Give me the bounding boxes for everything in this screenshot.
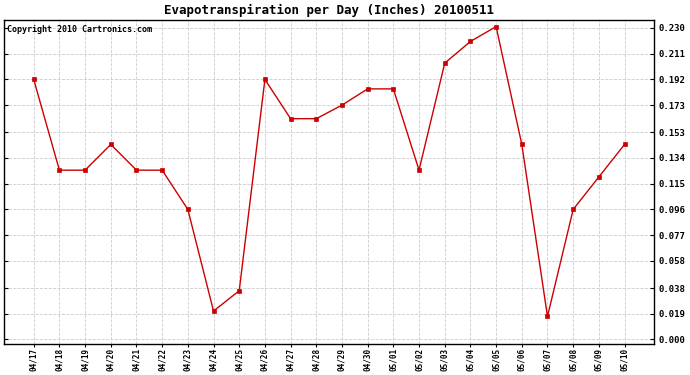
Text: Copyright 2010 Cartronics.com: Copyright 2010 Cartronics.com <box>8 25 152 34</box>
Title: Evapotranspiration per Day (Inches) 20100511: Evapotranspiration per Day (Inches) 2010… <box>164 4 494 17</box>
